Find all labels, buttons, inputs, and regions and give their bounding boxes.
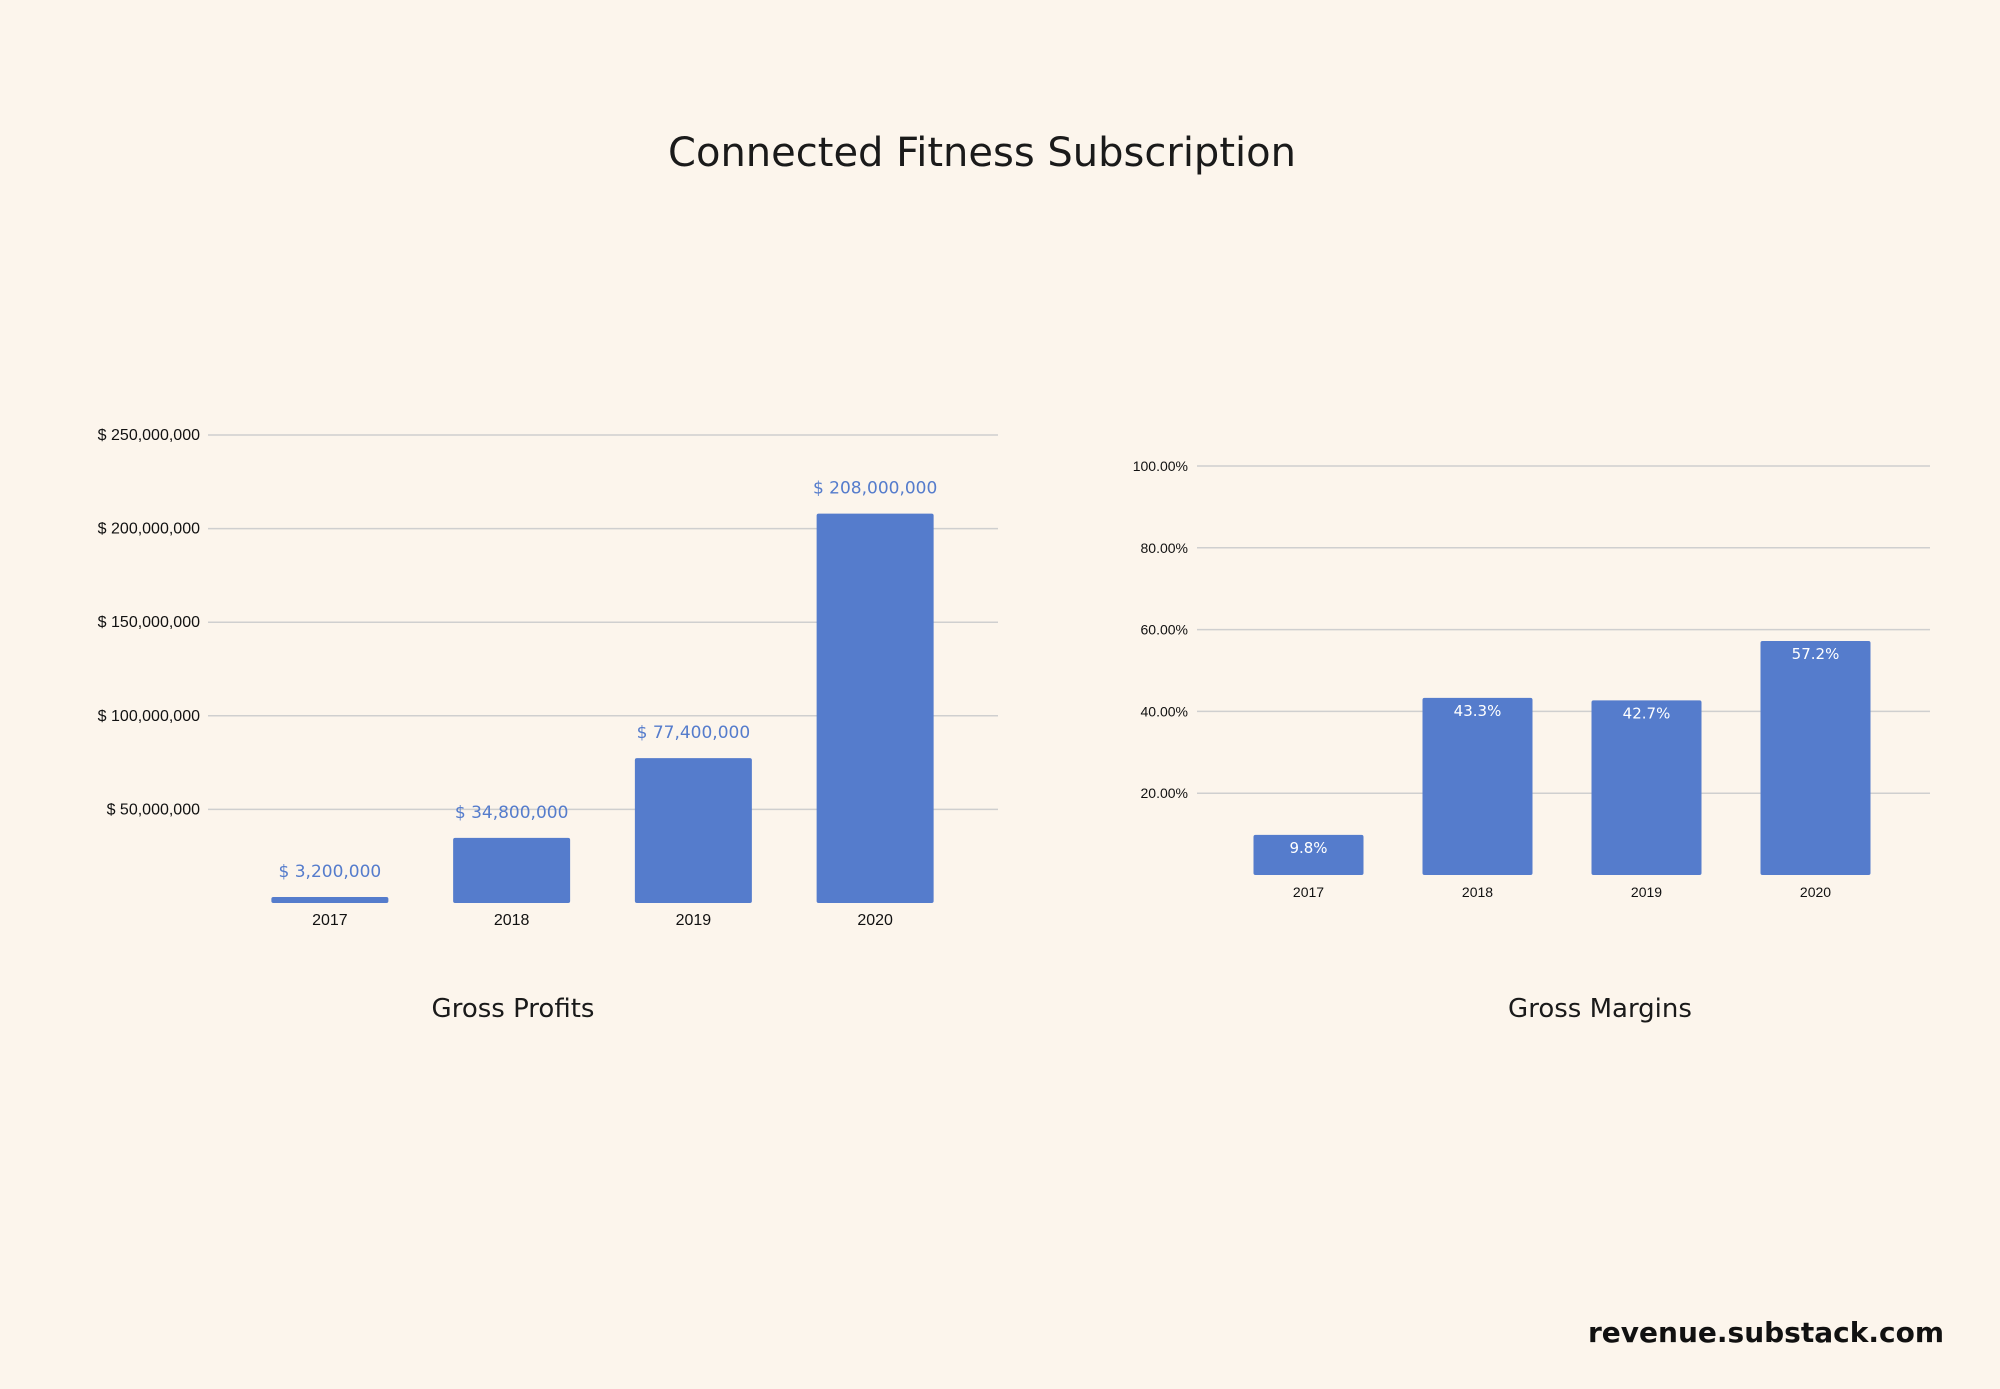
y-tick-label: $ 150,000,000: [98, 614, 200, 631]
y-tick-label: $ 250,000,000: [98, 427, 200, 444]
y-tick-label: 40.00%: [1141, 703, 1188, 719]
x-tick-label: 2019: [676, 912, 712, 929]
data-label: 9.8%: [1289, 839, 1327, 857]
x-tick-label: 2020: [1800, 884, 1831, 900]
y-tick-label: $ 50,000,000: [107, 801, 201, 818]
bar: [1760, 641, 1871, 875]
bar: [816, 513, 934, 903]
data-label: 43.3%: [1454, 702, 1502, 720]
x-tick-label: 2018: [1462, 884, 1493, 900]
bar: [1253, 834, 1364, 875]
bar: [271, 897, 389, 903]
data-label: $ 3,200,000: [279, 862, 382, 882]
data-label: $ 77,400,000: [637, 723, 751, 743]
y-tick-label: $ 200,000,000: [98, 521, 200, 538]
data-label: 42.7%: [1623, 704, 1671, 722]
y-tick-label: 60.00%: [1141, 622, 1188, 638]
bar: [1591, 700, 1702, 875]
bar: [1422, 697, 1533, 875]
x-tick-label: 2017: [312, 912, 348, 929]
gross-profits-caption: Gross Profits: [431, 994, 595, 1024]
data-label: $ 34,800,000: [455, 803, 569, 823]
bar: [634, 758, 752, 903]
x-tick-label: 2017: [1293, 884, 1324, 900]
y-tick-label: 100.00%: [1133, 458, 1188, 474]
x-tick-label: 2018: [494, 912, 530, 929]
y-tick-label: $ 100,000,000: [98, 708, 200, 725]
gross-margins-caption: Gross Margins: [1508, 994, 1692, 1024]
page-title: Connected Fitness Subscription: [668, 130, 1296, 176]
x-tick-label: 2020: [857, 912, 893, 929]
y-tick-label: 20.00%: [1141, 785, 1188, 801]
bar: [453, 837, 571, 903]
gross-profits-chart: $ 50,000,000 $ 100,000,000 $ 150,000,000 $ …: [98, 427, 998, 929]
data-label: 57.2%: [1792, 645, 1840, 663]
gross-margins-chart: 20.00% 40.00% 60.00% 80.00% 100.00% 2017 9.8% 2…: [1133, 458, 1930, 900]
x-tick-label: 2019: [1631, 884, 1662, 900]
footer-brand: revenue.substack.com: [1588, 1316, 1944, 1349]
y-tick-label: 80.00%: [1141, 540, 1188, 556]
data-label: $ 208,000,000: [813, 479, 937, 499]
